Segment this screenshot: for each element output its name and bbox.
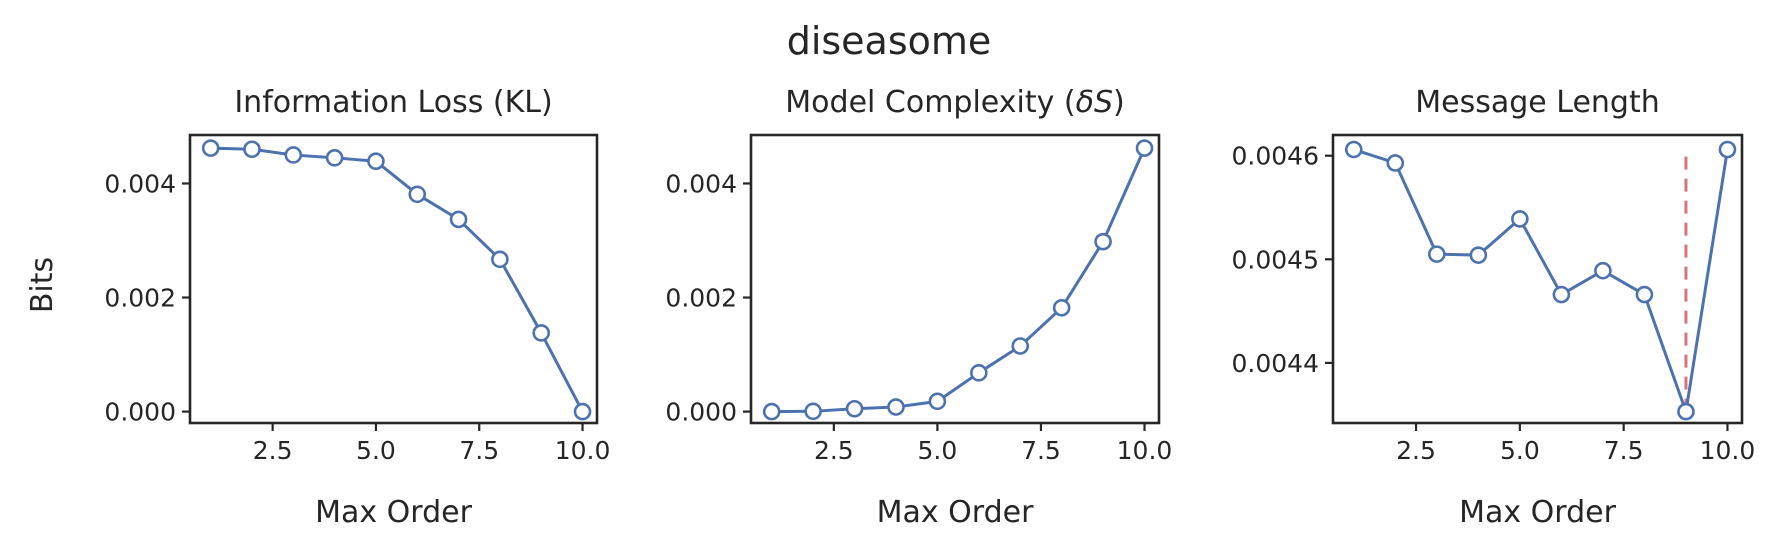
x-axis-label: Max Order	[877, 495, 1034, 530]
data-point	[1677, 402, 1695, 421]
data-point	[408, 185, 427, 204]
data-point	[1094, 232, 1112, 251]
plot-frame	[749, 133, 1161, 425]
y-tick-label: 0.004	[665, 169, 737, 198]
data-point	[1511, 210, 1529, 228]
x-tick-label: 10.0	[1700, 436, 1756, 465]
x-tick-label: 7.5	[1021, 436, 1061, 465]
x-axis-label: Max Order	[315, 495, 472, 530]
data-point	[284, 146, 303, 164]
data-point	[367, 152, 385, 171]
panel-title: Message Length	[1415, 85, 1660, 120]
x-tick-label: 10.0	[555, 436, 611, 465]
data-point	[887, 398, 905, 416]
y-tick-label: 0.000	[665, 398, 737, 427]
y-tick-label: 0.000	[104, 398, 176, 427]
plot-frame	[1331, 133, 1744, 425]
panel-title-text: Model Complexity (	[785, 85, 1075, 120]
series-line	[771, 147, 1146, 414]
data-point	[201, 139, 220, 157]
series-line	[210, 146, 584, 413]
data-point	[532, 324, 551, 342]
y-tick-label: 0.002	[665, 284, 737, 313]
data-point	[1718, 140, 1737, 159]
data-point	[1011, 337, 1030, 355]
figure-title: diseasome	[787, 19, 992, 63]
data-point	[970, 364, 988, 382]
panel-title-close: )	[1113, 85, 1125, 120]
data-point	[804, 402, 822, 421]
data-point	[1594, 261, 1612, 280]
x-tick-label: 2.5	[253, 436, 293, 465]
data-point	[928, 392, 947, 411]
x-tick-label: 2.5	[814, 436, 854, 465]
x-tick-label: 10.0	[1117, 436, 1173, 465]
y-tick-label: 0.002	[104, 284, 176, 313]
y-tick-label: 0.0046	[1232, 142, 1319, 171]
y-tick-label: 0.0044	[1232, 349, 1319, 378]
x-tick-label: 2.5	[1396, 436, 1436, 465]
panel-information-loss: Information Loss (KL) Max Order Bits 2.5…	[25, 85, 610, 530]
x-tick-label: 5.0	[1500, 436, 1540, 465]
data-point	[325, 149, 344, 167]
panel-message-length: Message Length Max Order 2.5 5.0 7.5 10.0 0.…	[1232, 85, 1756, 530]
x-tick-label: 7.5	[459, 436, 499, 465]
data-point	[573, 402, 592, 421]
y-tick-label: 0.004	[104, 169, 176, 198]
series-line	[1353, 148, 1729, 414]
plot-frame	[188, 133, 599, 425]
panel-title: Model Complexity (δS)	[785, 85, 1124, 120]
panel-title-s: S	[1094, 85, 1113, 120]
data-point	[762, 402, 781, 421]
y-tick-label: 0.0045	[1232, 245, 1319, 274]
x-tick-label: 5.0	[918, 436, 958, 465]
panel-model-complexity: Model Complexity (δS) Max Order 2.5 5.0 7.…	[665, 85, 1172, 530]
x-axis-label: Max Order	[1459, 495, 1616, 530]
data-point	[491, 250, 509, 269]
data-point	[1428, 245, 1446, 263]
data-point	[1344, 140, 1363, 159]
x-tick-label: 7.5	[1604, 436, 1644, 465]
data-point	[1635, 285, 1654, 304]
data-point	[1469, 246, 1488, 264]
data-point	[1386, 154, 1405, 172]
data-point	[243, 140, 261, 159]
x-tick-label: 5.0	[356, 436, 396, 465]
data-point	[1135, 139, 1154, 157]
data-point	[1052, 298, 1071, 317]
y-axis-label: Bits	[25, 257, 60, 313]
panel-title-delta: δ	[1076, 85, 1094, 120]
data-point	[1552, 285, 1571, 304]
panel-title: Information Loss (KL)	[234, 85, 552, 120]
data-point	[449, 210, 468, 229]
data-point	[845, 399, 864, 418]
